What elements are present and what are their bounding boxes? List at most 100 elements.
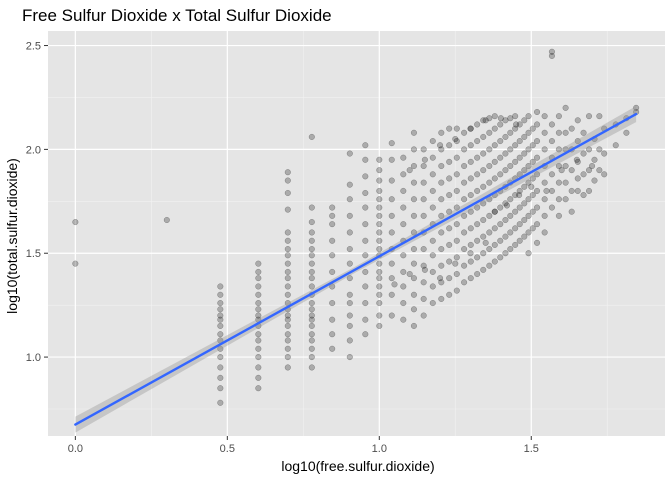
- data-point: [438, 179, 445, 186]
- data-point: [480, 167, 487, 174]
- data-point: [453, 154, 460, 161]
- data-point: [362, 189, 369, 197]
- data-point: [525, 146, 532, 153]
- data-point: [491, 113, 498, 120]
- data-point: [541, 212, 548, 219]
- data-point: [410, 129, 417, 136]
- data-point: [346, 150, 353, 157]
- data-point: [217, 385, 224, 392]
- data-point: [429, 154, 436, 161]
- data-point: [388, 229, 395, 236]
- data-point: [555, 129, 562, 136]
- data-point: [555, 212, 562, 219]
- data-point: [329, 221, 336, 228]
- data-point: [525, 196, 532, 203]
- data-point: [438, 262, 445, 269]
- data-point: [562, 162, 569, 170]
- data-point: [453, 270, 460, 278]
- data-point: [521, 117, 528, 124]
- data-point: [480, 216, 487, 224]
- data-point: [308, 204, 315, 211]
- data-point: [453, 138, 460, 145]
- data-point: [429, 283, 436, 290]
- data-point: [591, 156, 598, 163]
- data-point: [217, 306, 224, 313]
- x-axis-title: log10(free.sulfur.dioxide): [281, 458, 434, 474]
- data-point: [548, 121, 555, 128]
- data-point: [284, 345, 291, 352]
- data-point: [255, 291, 262, 298]
- data-point: [453, 254, 460, 261]
- data-point: [525, 129, 532, 136]
- data-point: [497, 138, 504, 145]
- data-point: [521, 183, 528, 190]
- data-point: [410, 162, 417, 170]
- data-point: [601, 171, 608, 178]
- data-point: [446, 208, 453, 215]
- data-point: [346, 312, 353, 319]
- data-point: [446, 192, 453, 199]
- data-point: [474, 270, 481, 278]
- data-point: [533, 221, 541, 228]
- data-point: [410, 179, 417, 186]
- data-point: [308, 252, 315, 259]
- data-point: [284, 268, 291, 275]
- data-point: [420, 179, 427, 186]
- data-point: [376, 275, 383, 282]
- data-point: [362, 204, 369, 211]
- data-point: [555, 162, 562, 170]
- data-point: [486, 262, 493, 269]
- data-point: [362, 316, 369, 323]
- data-point: [255, 275, 262, 282]
- data-point: [376, 196, 383, 203]
- data-point: [497, 171, 504, 178]
- data-point: [446, 142, 453, 149]
- data-point: [486, 229, 493, 236]
- chart-title: Free Sulfur Dioxide x Total Sulfur Dioxi…: [22, 6, 332, 25]
- data-point: [400, 300, 407, 307]
- data-point: [308, 345, 315, 352]
- data-point: [513, 121, 520, 128]
- data-point: [420, 295, 427, 302]
- data-point: [512, 142, 519, 149]
- data-point: [446, 175, 453, 182]
- data-point: [346, 322, 353, 329]
- data-point: [429, 171, 436, 178]
- data-point: [329, 345, 336, 352]
- data-point: [480, 200, 487, 207]
- data-point: [217, 291, 224, 298]
- data-point: [438, 162, 445, 170]
- data-point: [362, 268, 369, 275]
- data-point: [362, 300, 369, 307]
- data-point: [507, 196, 514, 203]
- data-point: [421, 156, 428, 163]
- data-point: [429, 204, 436, 211]
- data-point: [376, 221, 383, 228]
- data-point: [217, 345, 224, 352]
- data-point: [596, 146, 603, 153]
- data-point: [410, 246, 417, 253]
- data-point: [308, 133, 315, 140]
- data-point: [529, 158, 536, 165]
- data-point: [497, 204, 504, 211]
- data-point: [446, 158, 453, 165]
- data-point: [255, 374, 262, 381]
- data-point: [329, 268, 336, 275]
- data-point: [329, 252, 336, 259]
- data-point: [346, 246, 353, 253]
- data-point: [461, 146, 468, 153]
- data-point: [623, 129, 630, 136]
- data-point: [474, 187, 481, 194]
- data-point: [529, 208, 536, 215]
- data-point: [255, 364, 262, 371]
- data-point: [420, 246, 427, 253]
- data-point: [308, 316, 315, 323]
- data-point: [362, 252, 369, 259]
- data-point: [512, 241, 519, 248]
- data-point: [329, 237, 336, 244]
- data-point: [474, 138, 481, 145]
- data-point: [420, 146, 427, 153]
- x-tick-label: 0.0: [68, 443, 83, 455]
- data-point: [329, 212, 336, 219]
